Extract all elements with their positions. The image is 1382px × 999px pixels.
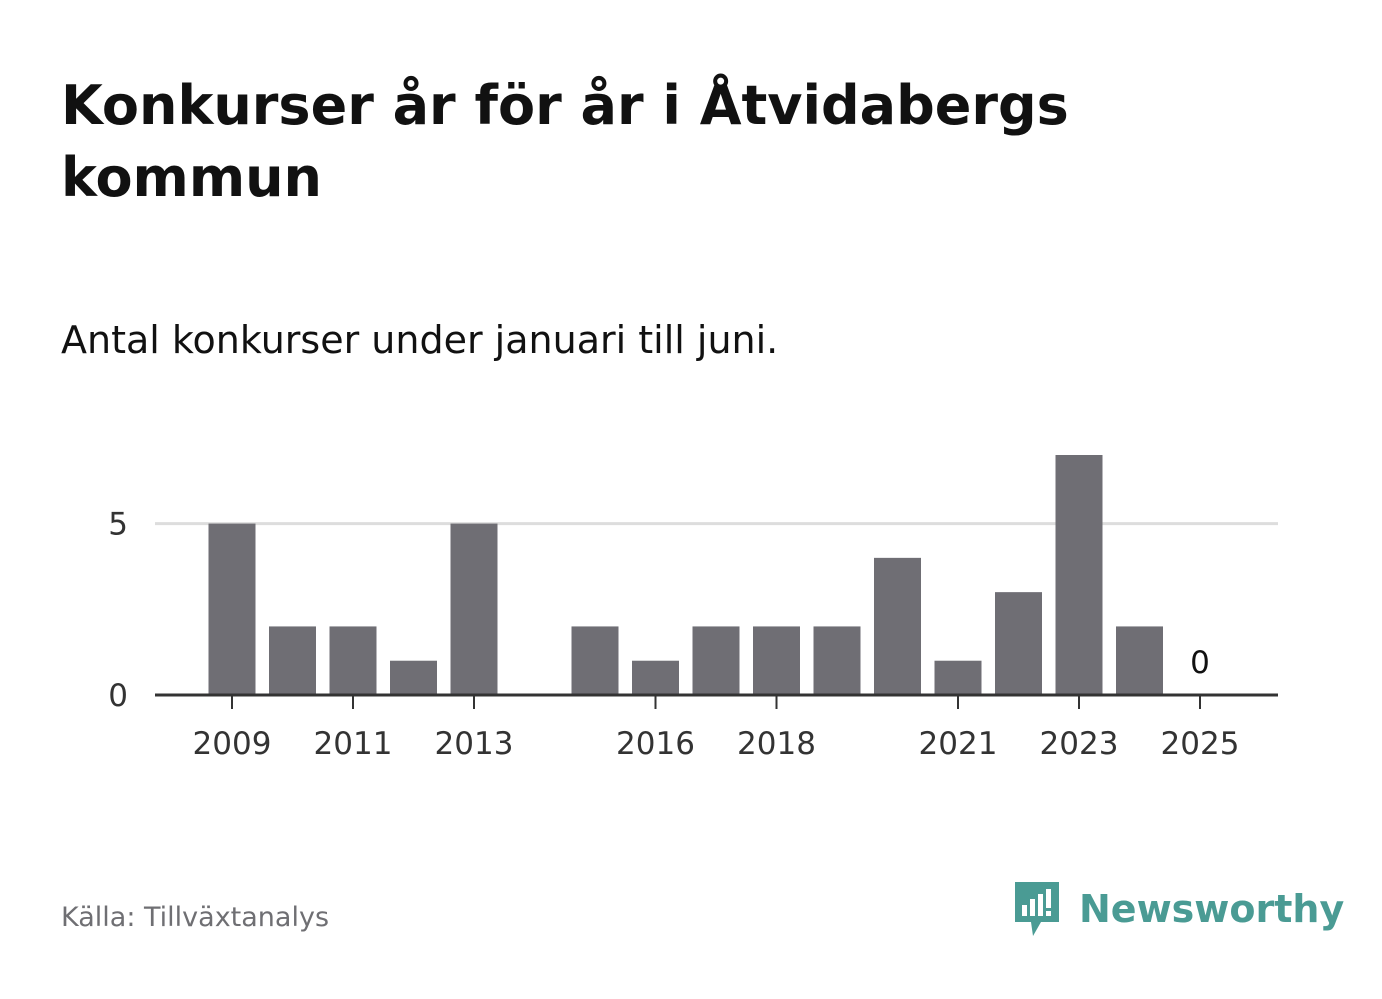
bar-2024 xyxy=(1116,626,1163,695)
x-tick-label: 2025 xyxy=(1161,726,1240,762)
bar-2020 xyxy=(874,557,921,695)
brand-logo: Newsworthy xyxy=(1011,878,1344,940)
bar-2009 xyxy=(208,523,256,695)
bar-2013 xyxy=(450,523,498,695)
bar-2021 xyxy=(934,660,982,695)
bar-2015 xyxy=(571,626,619,695)
y-tick-label: 5 xyxy=(108,507,128,543)
labels: 0 5 2009 2011 2013 2016 2018 2021 2023 2025 0 xyxy=(108,507,1239,762)
brand-name: Newsworthy xyxy=(1079,887,1345,931)
bar-2011 xyxy=(329,626,377,695)
x-tick-label: 2013 xyxy=(435,726,514,762)
source-note: Källa: Tillväxtanalys xyxy=(61,902,330,933)
x-tick-label: 2018 xyxy=(737,726,816,762)
x-tick-label: 2023 xyxy=(1040,726,1119,762)
bar-2012 xyxy=(390,660,437,695)
x-tick-label: 2009 xyxy=(193,726,272,762)
chart-subtitle: Antal konkurser under januari till juni. xyxy=(61,318,779,362)
bar-2022 xyxy=(995,592,1042,695)
x-tick-label: 2021 xyxy=(919,726,998,762)
bar-2023 xyxy=(1055,455,1103,695)
value-label-2025: 0 xyxy=(1190,645,1210,681)
bars xyxy=(208,455,1163,695)
bar-2016 xyxy=(632,660,679,695)
bar-2019 xyxy=(813,626,861,695)
newsworthy-logo-icon xyxy=(1015,882,1059,936)
axes xyxy=(155,693,1278,709)
x-tick-label: 2011 xyxy=(314,726,393,762)
bar-2018 xyxy=(753,626,800,695)
bar-2010 xyxy=(269,626,316,695)
x-tick-label: 2016 xyxy=(616,726,695,762)
chart-title: Konkurser år för år i Åtvidabergs kommun xyxy=(61,74,1069,209)
bar-2017 xyxy=(692,626,740,695)
y-tick-label: 0 xyxy=(108,678,128,714)
